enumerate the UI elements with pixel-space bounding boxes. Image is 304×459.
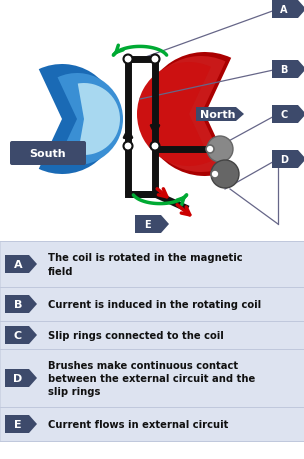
Text: South: South — [30, 149, 66, 159]
Wedge shape — [207, 137, 233, 162]
Circle shape — [206, 146, 214, 154]
Polygon shape — [5, 295, 37, 313]
Text: B: B — [14, 299, 22, 309]
Wedge shape — [143, 57, 226, 173]
Circle shape — [150, 56, 160, 64]
Circle shape — [148, 221, 156, 228]
Polygon shape — [196, 108, 244, 122]
Polygon shape — [272, 151, 304, 168]
Polygon shape — [5, 369, 37, 387]
Polygon shape — [272, 1, 304, 19]
Wedge shape — [78, 84, 120, 156]
Circle shape — [123, 142, 133, 151]
Wedge shape — [39, 65, 117, 174]
FancyBboxPatch shape — [0, 407, 304, 441]
Wedge shape — [57, 74, 123, 166]
Text: E: E — [14, 419, 22, 429]
Polygon shape — [5, 415, 37, 433]
Text: E: E — [144, 219, 150, 230]
Text: Current is induced in the rotating coil: Current is induced in the rotating coil — [48, 299, 261, 309]
Text: D: D — [13, 373, 22, 383]
Text: The coil is rotated in the magnetic
field: The coil is rotated in the magnetic fiel… — [48, 253, 243, 276]
Text: B: B — [280, 65, 288, 75]
Text: Slip rings connected to the coil: Slip rings connected to the coil — [48, 330, 224, 340]
FancyBboxPatch shape — [0, 287, 304, 321]
FancyBboxPatch shape — [0, 241, 304, 287]
Text: C: C — [280, 110, 288, 120]
Text: C: C — [14, 330, 22, 340]
Text: North: North — [200, 110, 236, 120]
Polygon shape — [135, 216, 169, 234]
Text: A: A — [14, 259, 22, 269]
Circle shape — [150, 142, 160, 151]
Circle shape — [123, 56, 133, 64]
Polygon shape — [5, 326, 37, 344]
Circle shape — [211, 171, 219, 179]
FancyBboxPatch shape — [0, 321, 304, 349]
Wedge shape — [143, 53, 231, 177]
Text: A: A — [280, 5, 288, 15]
Text: Current flows in external circuit: Current flows in external circuit — [48, 419, 228, 429]
Polygon shape — [272, 106, 304, 124]
FancyBboxPatch shape — [10, 142, 86, 166]
Wedge shape — [211, 161, 239, 189]
Wedge shape — [137, 63, 211, 167]
Polygon shape — [272, 61, 304, 79]
Text: D: D — [280, 155, 288, 165]
Polygon shape — [5, 256, 37, 274]
FancyBboxPatch shape — [0, 349, 304, 407]
Text: Brushes make continuous contact
between the external circuit and the
slip rings: Brushes make continuous contact between … — [48, 360, 255, 396]
